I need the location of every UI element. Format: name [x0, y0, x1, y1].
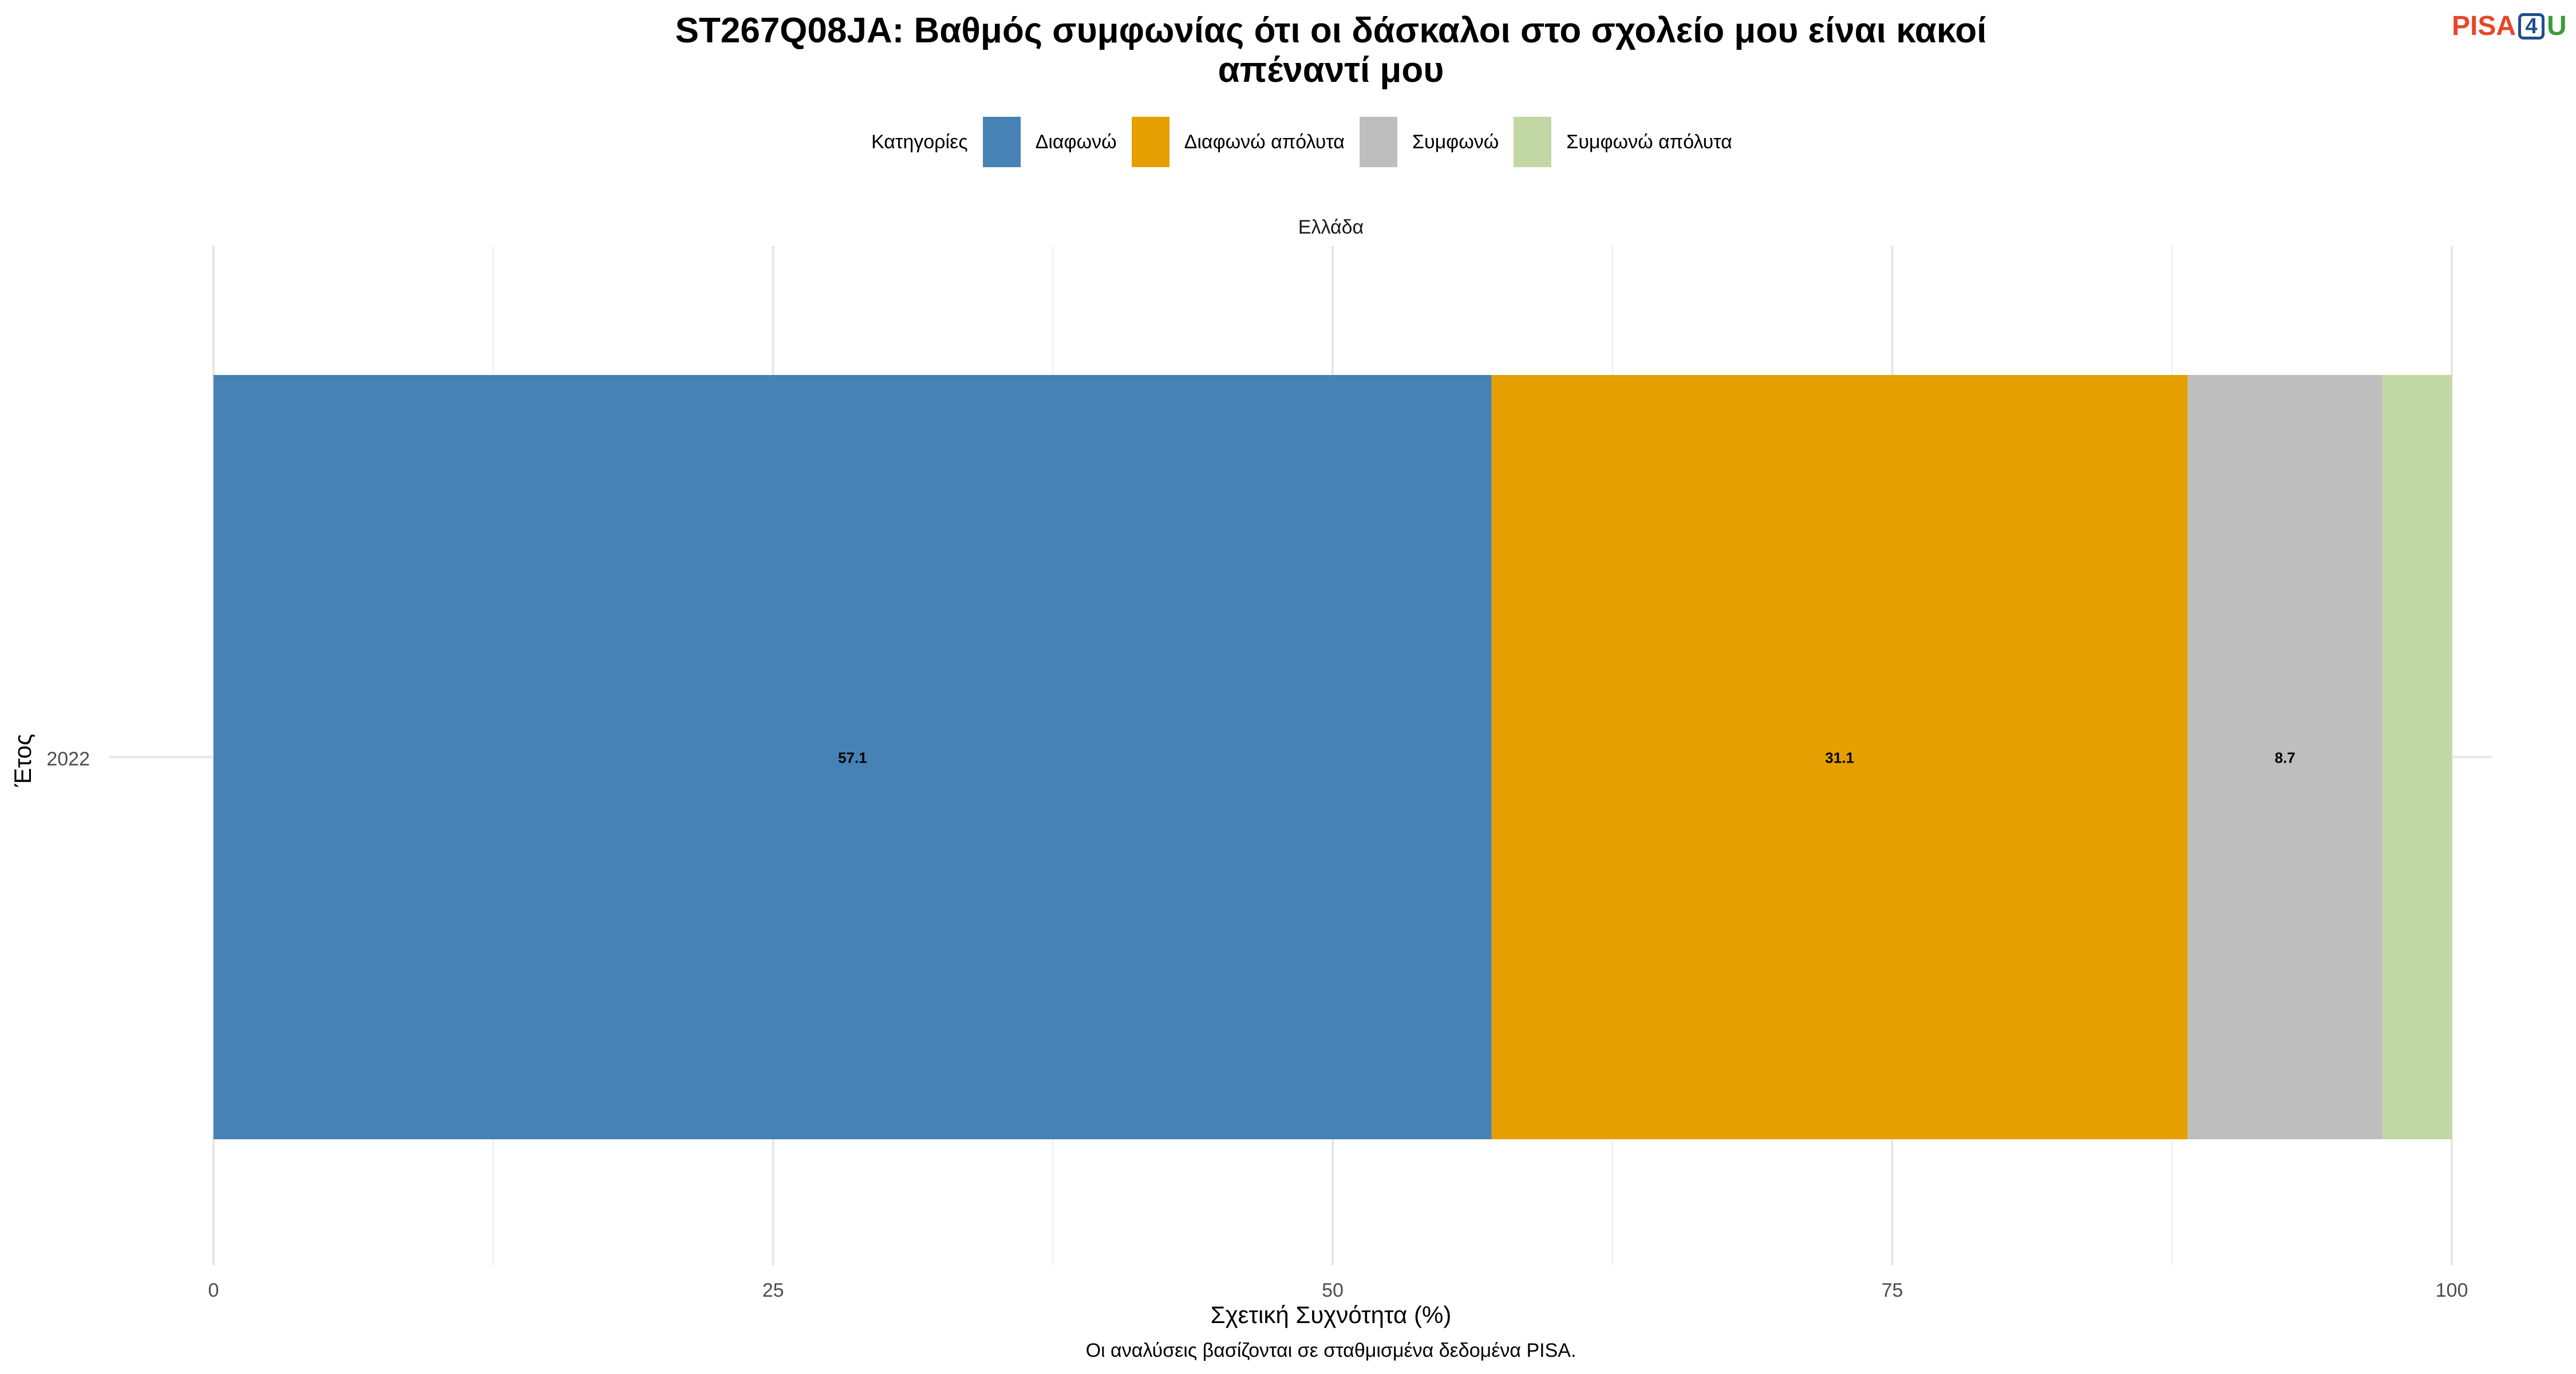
bar-layer: [214, 375, 2452, 1139]
x-tick-label: 75: [1882, 1280, 1903, 1301]
legend-item-diafono: Διαφωνώ: [982, 117, 1117, 167]
legend-item-diafono-apolyta: Διαφωνώ απόλυτα: [1131, 117, 1345, 167]
legend-item-symfono: Συμφωνώ: [1359, 117, 1499, 167]
y-axis-title: Έτος: [9, 734, 36, 788]
bar-segment: [214, 375, 1492, 1139]
legend-swatch-symfono-apolyta: [1514, 117, 1552, 167]
pisa4u-logo: PISA 4 U: [2452, 13, 2567, 40]
logo-text-u: U: [2547, 11, 2567, 41]
bar-data-label: 8.7: [2275, 749, 2296, 767]
legend-label-symfono: Συμφωνώ: [1412, 131, 1499, 153]
legend-swatch-diafono-apolyta: [1131, 117, 1170, 167]
legend-swatch-symfono: [1359, 117, 1397, 167]
y-tick-label: 2022: [46, 748, 90, 770]
chart-legend: Κατηγορίες Διαφωνώ Διαφωνώ απόλυτα Συμφω…: [871, 117, 1747, 167]
facet-label: Ελλάδα: [1298, 216, 1364, 238]
bar-data-label: 31.1: [1825, 749, 1854, 767]
logo-text-pisa: PISA: [2452, 11, 2516, 41]
legend-label-symfono-apolyta: Συμφωνώ απόλυτα: [1566, 131, 1732, 153]
x-axis-title: Σχετική Συχνότητα (%): [1211, 1301, 1452, 1328]
legend-title: Κατηγορίες: [871, 131, 968, 153]
bar-segment: [1491, 375, 2188, 1139]
x-tick-label: 0: [208, 1280, 219, 1301]
legend-label-diafono-apolyta: Διαφωνώ απόλυτα: [1184, 131, 1345, 153]
x-tick-label: 50: [1322, 1280, 1344, 1301]
legend-item-symfono-apolyta: Συμφωνώ απόλυτα: [1514, 117, 1732, 167]
chart-title-line-1: ST267Q08JA: Βαθμός συμφωνίας ότι οι δάσκ…: [675, 11, 1987, 50]
legend-swatch-diafono: [982, 117, 1021, 167]
x-tick-label: 100: [2436, 1280, 2468, 1301]
x-tick-label: 25: [762, 1280, 784, 1301]
bar-data-label: 57.1: [838, 749, 867, 767]
chart-title-line-2: απέναντί μου: [1218, 50, 1444, 90]
data-label-layer: 57.1 31.1 8.7: [838, 749, 2296, 767]
logo-text-four: 4: [2518, 13, 2545, 40]
bar-segment: [2382, 375, 2452, 1139]
legend-label-diafono: Διαφωνώ: [1035, 131, 1117, 153]
bar-segment: [2187, 375, 2383, 1139]
caption: Οι αναλύσεις βασίζονται σε σταθμισμένα δ…: [1086, 1340, 1577, 1361]
